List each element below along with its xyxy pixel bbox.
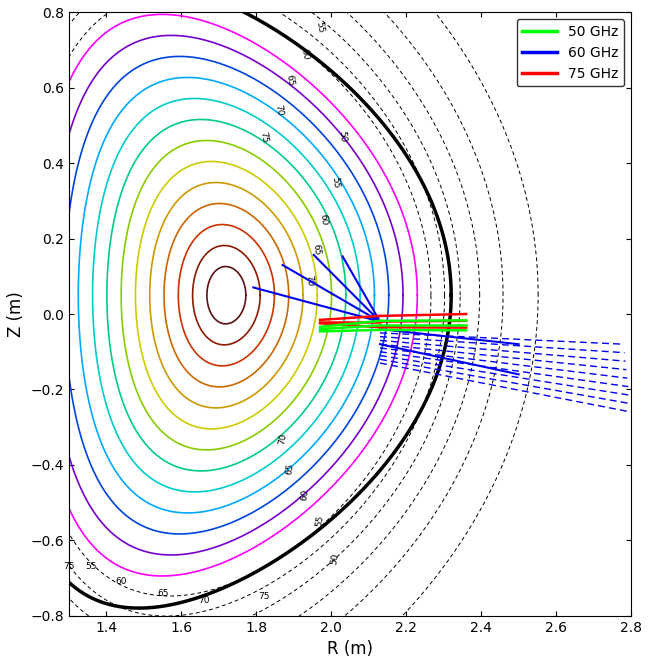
Text: 55: 55 [315,21,326,34]
Text: 60: 60 [300,489,310,501]
Text: 55: 55 [315,515,326,528]
Text: 50: 50 [337,131,347,143]
Text: 55: 55 [86,562,97,571]
Text: 70: 70 [273,104,284,117]
Text: 65: 65 [157,589,168,598]
Text: 60: 60 [116,577,127,587]
Legend: 50 GHz, 60 GHz, 75 GHz: 50 GHz, 60 GHz, 75 GHz [517,19,624,86]
Text: 65: 65 [285,74,295,86]
Text: 75: 75 [258,593,269,601]
Y-axis label: Z (m): Z (m) [7,291,25,337]
Text: 55: 55 [330,176,340,188]
Text: 60: 60 [300,47,310,61]
Text: 70: 70 [277,432,288,445]
Text: 75: 75 [63,562,75,571]
Text: 70: 70 [198,596,210,605]
Text: 70: 70 [304,274,313,286]
Text: 60: 60 [319,213,329,226]
Text: 50: 50 [330,553,341,565]
Text: 65: 65 [285,462,295,475]
X-axis label: R (m): R (m) [327,640,373,658]
Text: 75: 75 [258,130,269,143]
Text: 65: 65 [312,244,321,256]
